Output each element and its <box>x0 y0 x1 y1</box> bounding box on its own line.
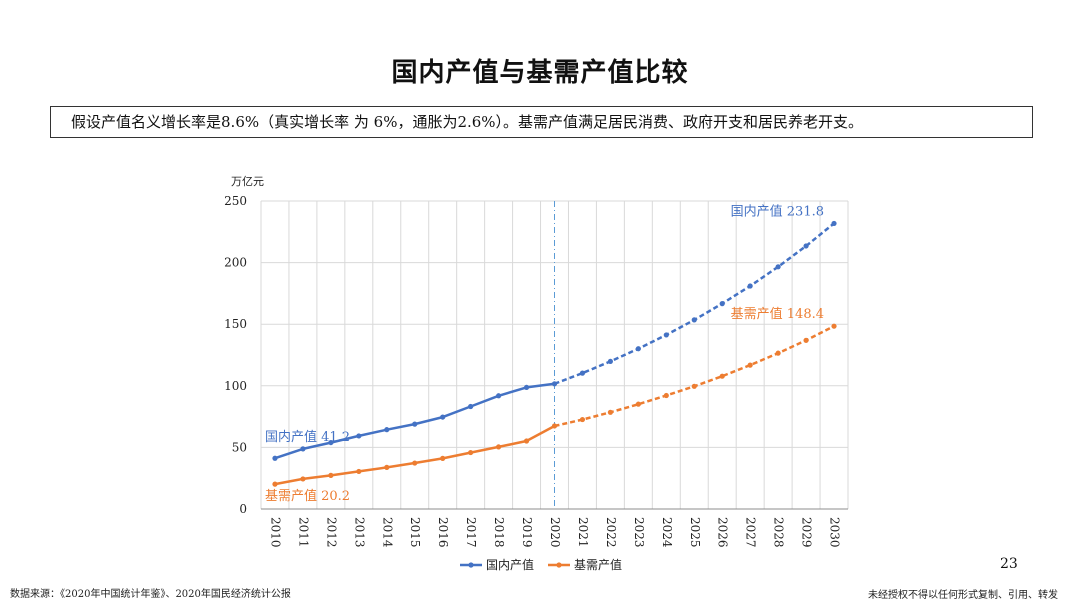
y-ticks: 0 50 100 150 200 250 <box>224 194 247 516</box>
data-point <box>384 427 390 433</box>
x-tick-label: 2019 <box>520 517 534 548</box>
data-point <box>775 264 781 270</box>
data-point <box>579 370 586 376</box>
x-tick-label: 2027 <box>744 517 758 548</box>
data-point <box>328 472 334 478</box>
data-point <box>831 323 837 329</box>
chart-title: 国内产值与基需产值比较 <box>391 58 689 88</box>
x-tick-label: 2021 <box>576 517 590 548</box>
data-point <box>747 362 753 368</box>
data-point <box>300 476 306 482</box>
data-point <box>663 332 669 338</box>
data-point <box>831 220 837 227</box>
data-point <box>691 383 697 389</box>
y-tick-label: 100 <box>224 379 247 393</box>
x-tick-label: 2013 <box>352 517 366 548</box>
data-point <box>356 433 362 439</box>
data-point <box>719 373 725 379</box>
legend-label: 国内产值 <box>486 557 534 572</box>
legend-marker <box>468 562 474 568</box>
x-tick-label: 2030 <box>828 517 842 548</box>
data-source: 数据来源：《2020年中国统计年鉴》、2020年国民经济统计公报 <box>10 589 291 600</box>
data-point <box>328 439 334 446</box>
data-point <box>803 337 809 343</box>
data-points <box>272 220 837 487</box>
y-axis-unit-label: 万亿元 <box>231 175 264 188</box>
data-point <box>300 446 306 452</box>
data-point <box>523 438 530 444</box>
x-tick-label: 2029 <box>800 517 814 548</box>
data-point <box>272 481 278 487</box>
y-tick-label: 250 <box>224 194 247 208</box>
y-tick-label: 0 <box>239 502 247 516</box>
x-tick-label: 2025 <box>688 517 702 548</box>
assumption-note: 假设产值名义增长率是8.6%（真实增长率 为 6%，通胀为2.6%）。基需产值满… <box>50 106 1033 138</box>
y-tick-label: 150 <box>224 317 247 331</box>
data-label: 国内产值 231.8 <box>731 203 824 219</box>
page-number: 23 <box>1000 556 1018 572</box>
x-tick-label: 2026 <box>716 517 730 548</box>
data-label: 基需产值 20.2 <box>265 488 350 504</box>
x-tick-label: 2022 <box>604 517 618 548</box>
data-point <box>635 346 641 352</box>
x-tick-label: 2015 <box>408 517 422 548</box>
data-point <box>691 317 697 323</box>
x-tick-label: 2018 <box>492 517 506 548</box>
data-point <box>775 350 781 356</box>
legend-marker <box>556 562 562 568</box>
data-labels: 国内产值 41.2 基需产值 20.2 国内产值 231.8 基需产值 148.4 <box>265 203 824 504</box>
data-point <box>495 393 502 399</box>
x-tick-label: 2020 <box>548 517 562 548</box>
data-label: 国内产值 41.2 <box>265 429 350 445</box>
data-point <box>468 403 474 410</box>
data-point <box>579 416 586 423</box>
data-point <box>356 468 362 475</box>
copyright-notice: 未经授权不得以任何形式复制、引用、转发 <box>868 590 1058 601</box>
x-tick-label: 2014 <box>380 517 394 548</box>
data-point <box>719 301 725 307</box>
data-point <box>803 243 809 249</box>
data-point <box>607 409 614 415</box>
x-tick-label: 2012 <box>324 517 338 548</box>
x-ticks: 2010 2011 2012 2013 2014 2015 2016 2017 2018 2019… <box>268 517 841 548</box>
x-tick-label: 2023 <box>632 517 646 548</box>
x-tick-label: 2011 <box>296 517 310 548</box>
x-tick-label: 2016 <box>436 517 450 548</box>
data-point <box>663 392 669 399</box>
data-point <box>384 464 390 470</box>
data-point <box>607 358 614 365</box>
x-tick-label: 2010 <box>268 517 282 548</box>
x-tick-label: 2028 <box>772 517 786 548</box>
data-point <box>495 444 502 450</box>
gridlines <box>260 200 849 510</box>
data-point <box>440 414 446 420</box>
data-point <box>635 401 641 407</box>
data-point <box>468 449 474 456</box>
legend-label: 基需产值 <box>574 557 622 572</box>
x-tick-label: 2024 <box>660 517 674 548</box>
data-point <box>747 283 753 289</box>
x-tick-label: 2017 <box>464 517 478 548</box>
data-point <box>440 455 446 461</box>
data-point <box>272 455 278 461</box>
data-point <box>412 421 418 427</box>
data-label: 基需产值 148.4 <box>731 306 824 322</box>
y-tick-label: 50 <box>232 440 247 454</box>
data-point <box>551 423 558 429</box>
data-point <box>551 381 558 387</box>
data-point <box>412 460 418 466</box>
data-point <box>523 384 530 391</box>
y-tick-label: 200 <box>224 256 247 270</box>
legend: 国内产值 基需产值 <box>460 557 622 572</box>
